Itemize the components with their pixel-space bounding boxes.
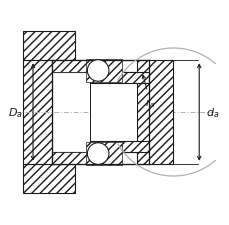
Circle shape — [87, 60, 109, 82]
Polygon shape — [86, 142, 121, 166]
Polygon shape — [52, 61, 148, 72]
Polygon shape — [90, 142, 148, 153]
Text: $r_a$: $r_a$ — [144, 97, 154, 110]
Polygon shape — [137, 61, 173, 164]
Circle shape — [87, 143, 109, 165]
Polygon shape — [86, 59, 121, 83]
Polygon shape — [90, 72, 148, 83]
Polygon shape — [23, 164, 74, 193]
Polygon shape — [90, 83, 137, 142]
Polygon shape — [23, 32, 74, 61]
Polygon shape — [52, 61, 90, 72]
Polygon shape — [52, 153, 148, 164]
Polygon shape — [23, 61, 52, 164]
Text: $D_a$: $D_a$ — [8, 106, 22, 119]
Polygon shape — [52, 153, 90, 164]
Text: $d_a$: $d_a$ — [205, 106, 218, 119]
